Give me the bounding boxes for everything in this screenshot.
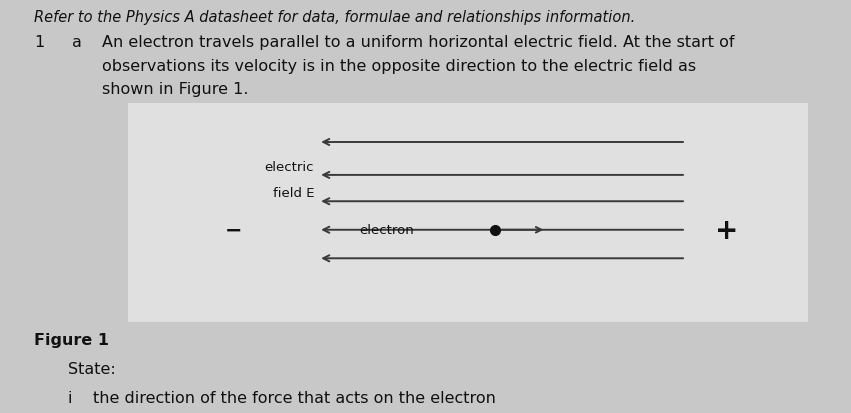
Text: field E: field E — [272, 187, 314, 199]
Text: −: − — [225, 220, 242, 240]
Text: An electron travels parallel to a uniform horizontal electric field. At the star: An electron travels parallel to a unifor… — [102, 35, 734, 50]
FancyBboxPatch shape — [128, 103, 808, 322]
Text: Refer to the Physics A datasheet for data, formulae and relationships informatio: Refer to the Physics A datasheet for dat… — [34, 10, 636, 25]
Text: i    the direction of the force that acts on the electron: i the direction of the force that acts o… — [68, 390, 496, 405]
Text: +: + — [715, 216, 739, 244]
Text: 1: 1 — [34, 35, 44, 50]
Text: observations its velocity is in the opposite direction to the electric field as: observations its velocity is in the oppo… — [102, 59, 696, 74]
Text: electron: electron — [359, 224, 414, 237]
Text: a: a — [72, 35, 83, 50]
Text: Figure 1: Figure 1 — [34, 332, 109, 347]
Text: shown in Figure 1.: shown in Figure 1. — [102, 82, 248, 97]
Text: electric: electric — [265, 160, 314, 173]
Text: State:: State: — [68, 361, 116, 376]
